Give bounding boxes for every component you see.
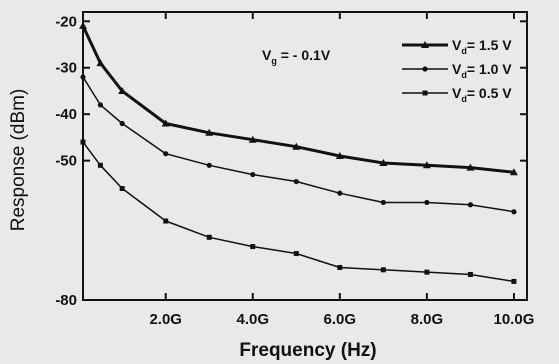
legend-marker-1 (422, 66, 428, 72)
plot-frame (82, 11, 528, 301)
series-0-point-2 (118, 86, 127, 94)
y-tick-label-3: -50 (55, 153, 77, 170)
series-1-point-6 (293, 178, 299, 185)
y-axis-title: Response (dBm) (8, 89, 29, 232)
legend-item-2: Vd= 0.5 V (402, 85, 512, 104)
series-0-point-6 (292, 142, 301, 150)
series-0-point-4 (205, 128, 214, 136)
annotation-subscript: g (271, 56, 277, 66)
series-1-point-7 (337, 190, 343, 196)
x-tick-label-4: 10.0G (494, 311, 535, 328)
legend-label-suffix-1: = 1.0 V (467, 61, 512, 77)
legend-label-subscript-1: d (461, 70, 467, 80)
series-2-point-9 (424, 269, 430, 275)
series-2-point-7 (337, 264, 343, 270)
series-line-1 (82, 76, 515, 213)
x-tick-label-1: 4.0G (236, 311, 269, 328)
series-1 (80, 74, 517, 215)
legend: Vd= 1.5 VVd= 1.0 VVd= 0.5 V (402, 37, 512, 104)
series-0-point-1 (96, 59, 105, 67)
series-1-point-1 (97, 102, 104, 108)
series-0 (79, 21, 518, 176)
legend-label-prefix-1: V (452, 61, 462, 77)
series-1-point-10 (467, 202, 474, 208)
series-2-point-11 (511, 278, 517, 284)
series-0-point-10 (466, 163, 475, 171)
x-tick-label-0: 2.0G (149, 311, 182, 328)
legend-label-subscript-0: d (461, 46, 467, 56)
series-0-point-9 (422, 161, 431, 169)
series-0-point-7 (335, 152, 344, 159)
series-2-point-6 (293, 251, 299, 257)
annotation-suffix: = - 0.1V (277, 47, 331, 63)
legend-label-2: Vd= 0.5 V (452, 85, 512, 104)
series-1-point-4 (206, 162, 212, 168)
gate-voltage-annotation: Vg = - 0.1V (262, 47, 331, 66)
y-tick-label-4: -80 (55, 292, 77, 309)
x-axis-title: Frequency (Hz) (239, 340, 376, 361)
x-tick-label-2: 6.0G (324, 311, 357, 328)
series-2-point-10 (467, 271, 473, 277)
series-2 (80, 139, 517, 284)
legend-label-prefix-0: V (452, 37, 462, 53)
series-line-0 (81, 25, 515, 174)
series-2-point-8 (380, 267, 386, 273)
series-0-point-11 (509, 168, 518, 176)
legend-label-0: Vd= 1.5 V (452, 37, 512, 56)
series-2-point-1 (97, 162, 103, 168)
series-0-point-3 (161, 119, 170, 127)
legend-label-suffix-0: = 1.5 V (467, 37, 512, 53)
series-0-point-8 (379, 158, 388, 166)
series-1-point-11 (511, 209, 517, 215)
y-tick-label-1: -30 (55, 60, 77, 77)
series-2-point-4 (206, 234, 212, 240)
y-tick-label-2: -40 (55, 106, 77, 123)
annotation-prefix: V (262, 47, 272, 63)
legend-label-suffix-2: = 0.5 V (467, 85, 512, 101)
legend-item-1: Vd= 1.0 V (402, 61, 512, 80)
series-2-point-5 (250, 244, 256, 250)
legend-item-0: Vd= 1.5 V (402, 37, 512, 56)
legend-label-1: Vd= 1.0 V (452, 61, 512, 80)
series-1-point-8 (380, 199, 386, 206)
series-2-point-3 (163, 218, 169, 224)
series-2-point-2 (119, 186, 125, 192)
series-layer (79, 21, 518, 284)
series-1-point-3 (163, 151, 169, 157)
series-0-point-5 (248, 135, 257, 143)
series-1-point-5 (250, 171, 256, 178)
series-line-2 (82, 141, 515, 283)
y-tick-label-0: -20 (55, 13, 77, 30)
legend-marker-2 (422, 90, 428, 96)
legend-label-prefix-2: V (452, 85, 462, 101)
x-tick-label-3: 8.0G (411, 311, 444, 328)
legend-label-subscript-2: d (461, 94, 467, 104)
tick-layer: 2.0G 4.0G 6.0G 8.0G 10.0G -20 -30 -40 -50 -80 (55, 12, 534, 328)
series-1-point-9 (424, 199, 430, 206)
series-1-point-2 (119, 120, 125, 127)
legend-marker-0 (421, 41, 429, 48)
